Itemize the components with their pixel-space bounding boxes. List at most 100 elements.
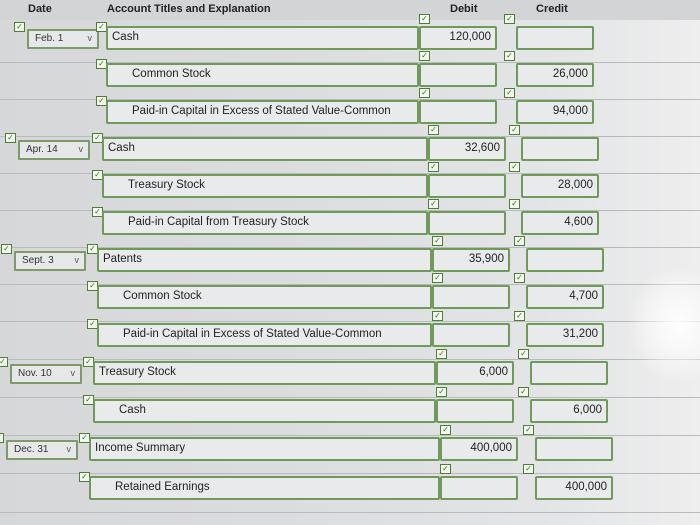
credit-input[interactable]: [526, 248, 604, 272]
debit-input[interactable]: [428, 174, 506, 198]
account-title-value: Paid-in Capital from Treasury Stock: [128, 216, 309, 228]
date-value: Apr. 14: [26, 144, 58, 155]
debit-checkmark-icon: ✓: [440, 425, 451, 435]
account-title-value: Treasury Stock: [128, 179, 205, 191]
credit-input[interactable]: [521, 137, 599, 161]
debit-input[interactable]: [428, 211, 506, 235]
row-divider: [0, 359, 700, 360]
credit-input[interactable]: [530, 361, 608, 385]
date-select[interactable]: Nov. 10 v: [10, 364, 82, 384]
credit-checkmark-icon: ✓: [509, 125, 520, 135]
table-row: ✓ Paid-in Capital in Excess of Stated Val…: [0, 88, 700, 138]
credit-input[interactable]: 26,000: [516, 63, 594, 87]
debit-input[interactable]: [432, 323, 510, 347]
row-divider: [0, 397, 700, 398]
account-title-select[interactable]: Income Summary: [89, 437, 440, 461]
credit-input[interactable]: 28,000: [521, 174, 599, 198]
account-title-select[interactable]: Cash: [102, 137, 428, 161]
debit-input[interactable]: [419, 63, 497, 87]
credit-checkmark-icon: ✓: [514, 273, 525, 283]
chevron-down-icon: v: [78, 144, 84, 154]
debit-checkmark-icon: ✓: [436, 349, 447, 359]
table-row: ✓ Dec. 31 v ✓ Income Summary ✓ 400,000 ✓: [0, 425, 700, 475]
account-title-value: Cash: [119, 404, 146, 416]
debit-checkmark-icon: ✓: [432, 311, 443, 321]
row-divider: [0, 321, 700, 322]
debit-input[interactable]: [432, 285, 510, 309]
debit-input[interactable]: 120,000: [419, 26, 497, 50]
debit-checkmark-icon: ✓: [428, 162, 439, 172]
account-title-value: Treasury Stock: [99, 366, 176, 378]
date-select[interactable]: Apr. 14 v: [18, 140, 90, 160]
chevron-down-icon: v: [74, 255, 80, 265]
credit-input[interactable]: 4,700: [526, 285, 604, 309]
debit-input[interactable]: 400,000: [440, 437, 518, 461]
account-title-value: Cash: [108, 142, 135, 154]
date-select[interactable]: Feb. 1 v: [27, 29, 99, 49]
credit-input[interactable]: 400,000: [535, 476, 613, 500]
row-divider: [0, 62, 700, 63]
account-title-select[interactable]: Paid-in Capital in Excess of Stated Valu…: [106, 100, 419, 124]
account-title-select[interactable]: Cash: [106, 26, 419, 50]
date-checkmark-icon: ✓: [0, 357, 8, 367]
account-title-select[interactable]: Common Stock: [106, 63, 419, 87]
debit-input[interactable]: [419, 100, 497, 124]
date-select[interactable]: Sept. 3 v: [14, 251, 86, 271]
debit-input[interactable]: [436, 399, 514, 423]
debit-input[interactable]: 35,900: [432, 248, 510, 272]
account-title-select[interactable]: Common Stock: [97, 285, 432, 309]
credit-input[interactable]: 4,600: [521, 211, 599, 235]
debit-checkmark-icon: ✓: [436, 387, 447, 397]
chevron-down-icon: v: [87, 33, 93, 43]
debit-column-header: Debit: [450, 3, 478, 15]
date-value: Sept. 3: [22, 255, 54, 266]
credit-checkmark-icon: ✓: [504, 88, 515, 98]
date-select[interactable]: Dec. 31 v: [6, 440, 78, 460]
debit-checkmark-icon: ✓: [432, 236, 443, 246]
account-title-value: Cash: [112, 31, 139, 43]
debit-input[interactable]: 32,600: [428, 137, 506, 161]
account-title-value: Income Summary: [95, 442, 186, 454]
account-title-value: Common Stock: [132, 68, 211, 80]
table-row: ✓ Retained Earnings ✓ ✓ 400,000: [0, 464, 700, 514]
credit-checkmark-icon: ✓: [518, 349, 529, 359]
table-row: ✓ Paid-in Capital from Treasury Stock ✓ ✓ 4,…: [0, 199, 700, 249]
debit-input[interactable]: [440, 476, 518, 500]
account-title-select[interactable]: Paid-in Capital from Treasury Stock: [102, 211, 428, 235]
account-title-select[interactable]: Treasury Stock: [102, 174, 428, 198]
account-title-value: Retained Earnings: [115, 481, 210, 493]
account-title-select[interactable]: Treasury Stock: [93, 361, 436, 385]
row-divider: [0, 136, 700, 137]
account-column-header: Account Titles and Explanation: [107, 3, 271, 15]
credit-checkmark-icon: ✓: [504, 51, 515, 61]
credit-checkmark-icon: ✓: [523, 464, 534, 474]
credit-checkmark-icon: ✓: [518, 387, 529, 397]
credit-checkmark-icon: ✓: [509, 162, 520, 172]
account-title-select[interactable]: Patents: [97, 248, 432, 272]
credit-input[interactable]: [535, 437, 613, 461]
debit-checkmark-icon: ✓: [440, 464, 451, 474]
date-value: Dec. 31: [14, 444, 49, 455]
chevron-down-icon: v: [66, 444, 72, 454]
account-title-select[interactable]: Cash: [93, 399, 436, 423]
account-title-value: Paid-in Capital in Excess of Stated Valu…: [132, 105, 391, 117]
credit-input[interactable]: 6,000: [530, 399, 608, 423]
date-checkmark-icon: ✓: [1, 244, 12, 254]
account-title-select[interactable]: Retained Earnings: [89, 476, 440, 500]
date-checkmark-icon: ✓: [5, 133, 16, 143]
credit-input[interactable]: 31,200: [526, 323, 604, 347]
date-value: Nov. 10: [18, 368, 52, 379]
row-divider: [0, 284, 700, 285]
account-title-select[interactable]: Paid-in Capital in Excess of Stated Valu…: [97, 323, 432, 347]
credit-input[interactable]: 94,000: [516, 100, 594, 124]
credit-checkmark-icon: ✓: [523, 425, 534, 435]
credit-column-header: Credit: [536, 3, 568, 15]
table-row: ✓ Cash ✓ ✓ 6,000: [0, 387, 700, 437]
date-checkmark-icon: ✓: [14, 22, 25, 32]
credit-input[interactable]: [516, 26, 594, 50]
debit-checkmark-icon: ✓: [419, 51, 430, 61]
debit-checkmark-icon: ✓: [419, 88, 430, 98]
debit-input[interactable]: 6,000: [436, 361, 514, 385]
table-row: ✓ Treasury Stock ✓ ✓ 28,000: [0, 162, 700, 212]
table-row: ✓ Common Stock ✓ ✓ 26,000: [0, 51, 700, 101]
